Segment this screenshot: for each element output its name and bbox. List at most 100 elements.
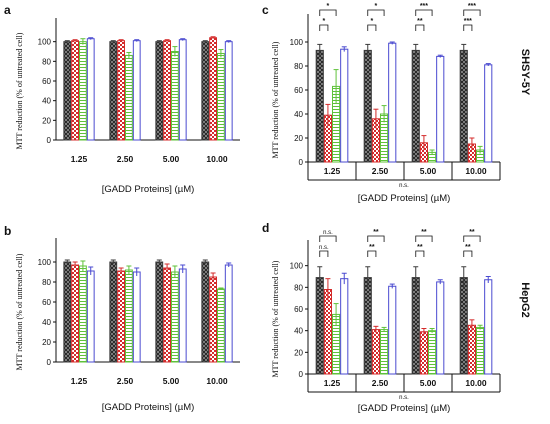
bar — [363, 49, 372, 163]
bar — [86, 270, 95, 363]
bar — [467, 324, 476, 375]
significance-label: ** — [417, 244, 423, 251]
y-axis-label: MTT reduction (% of untreated cell) — [15, 253, 24, 370]
y-tick-label: 80 — [294, 62, 303, 71]
bar — [132, 271, 141, 363]
significance-bracket — [367, 9, 385, 16]
bar — [428, 330, 437, 375]
y-tick-label: 40 — [42, 97, 51, 106]
panel-letter: b — [4, 224, 11, 238]
bar — [178, 39, 187, 141]
bar — [201, 261, 210, 363]
y-tick-label: 60 — [294, 305, 303, 314]
y-tick-label: 0 — [47, 136, 52, 145]
bar — [163, 267, 171, 363]
y-tick-label: 80 — [42, 57, 51, 66]
significance-label: n.s. — [323, 230, 333, 236]
bar — [217, 52, 225, 141]
significance-bracket — [319, 24, 329, 31]
y-tick-label: 100 — [38, 258, 52, 267]
bar — [476, 326, 485, 375]
y-tick-label: 60 — [294, 86, 303, 95]
ns-label: n.s. — [399, 395, 409, 401]
significance-label: ** — [465, 244, 471, 251]
panel-d: d 0 20 40 60 80 100 MTT reduction (% of untreat… — [262, 221, 501, 414]
y-tick-label: 80 — [42, 278, 51, 287]
panel-a: a 0 20 40 60 80 100 MTT reduction (% of untreat… — [4, 3, 240, 195]
bar — [155, 41, 164, 141]
y-tick-label: 40 — [294, 110, 303, 119]
significance-label: * — [375, 3, 378, 10]
y-tick-label: 100 — [38, 38, 52, 47]
significance-bracket — [415, 235, 433, 242]
significance-bracket — [367, 250, 377, 257]
bar — [323, 289, 332, 375]
panel-c: c 0 20 40 60 80 100 MTT reduction (% of untreat… — [262, 3, 501, 204]
y-tick-label: 100 — [290, 262, 304, 271]
side-label-hepg2: HepG2 — [519, 282, 531, 317]
significance-bracket — [463, 235, 481, 242]
bar — [388, 42, 397, 163]
x-tick-label: 10.00 — [206, 154, 228, 164]
x-tick-label: 2.50 — [117, 376, 134, 386]
y-tick-label: 20 — [42, 116, 51, 125]
bar — [371, 329, 380, 375]
significance-bracket — [415, 24, 425, 31]
x-tick-label: 1.25 — [71, 154, 88, 164]
y-tick-label: 0 — [299, 158, 304, 167]
bar — [125, 269, 133, 363]
bar — [79, 265, 87, 363]
x-axis-label: [GADD Proteins] (µM) — [358, 403, 451, 414]
x-tick-label: 2.50 — [372, 378, 389, 388]
bar — [224, 264, 233, 363]
x-tick-label: 5.00 — [420, 166, 437, 176]
significance-bracket — [319, 250, 329, 257]
y-tick-label: 0 — [299, 370, 304, 379]
bar — [411, 49, 420, 163]
bar — [363, 277, 372, 375]
significance-bracket — [367, 24, 377, 31]
panel-letter: a — [4, 3, 11, 17]
significance-bracket — [319, 9, 337, 16]
bar — [178, 268, 187, 363]
significance-label: ** — [421, 229, 427, 236]
bar — [315, 277, 324, 375]
bar — [459, 49, 468, 163]
panel-letter: d — [262, 221, 269, 235]
bar — [125, 54, 133, 141]
x-tick-label: 2.50 — [372, 166, 389, 176]
bar — [71, 40, 80, 141]
significance-label: n.s. — [319, 245, 329, 251]
bar — [71, 264, 80, 363]
bar — [163, 40, 171, 141]
significance-bracket — [463, 250, 473, 257]
panel-letter: c — [262, 3, 269, 17]
significance-label: * — [370, 18, 373, 25]
bar — [201, 41, 210, 141]
panel-b: b 0 20 40 60 80 100 MTT reduction (% of untreat… — [4, 224, 240, 413]
bar — [171, 271, 179, 363]
y-axis-label: MTT reduction (% of untreated cell) — [271, 260, 280, 377]
bar — [459, 277, 468, 375]
y-tick-label: 20 — [294, 348, 303, 357]
significance-label: * — [327, 3, 330, 10]
significance-label: ** — [469, 229, 475, 236]
bar — [315, 49, 324, 163]
y-tick-label: 20 — [42, 338, 51, 347]
significance-bracket — [463, 24, 473, 31]
bar — [155, 261, 164, 363]
bar — [117, 40, 126, 141]
x-tick-label: 2.50 — [117, 154, 134, 164]
bar — [340, 48, 349, 163]
bar — [109, 41, 118, 141]
y-tick-label: 60 — [42, 298, 51, 307]
significance-bracket — [463, 9, 481, 16]
y-tick-label: 60 — [42, 77, 51, 86]
bar — [63, 261, 72, 363]
significance-label: ** — [373, 229, 379, 236]
bar — [484, 279, 493, 375]
significance-bracket — [319, 235, 337, 242]
bar — [117, 270, 126, 363]
bar — [380, 329, 389, 375]
